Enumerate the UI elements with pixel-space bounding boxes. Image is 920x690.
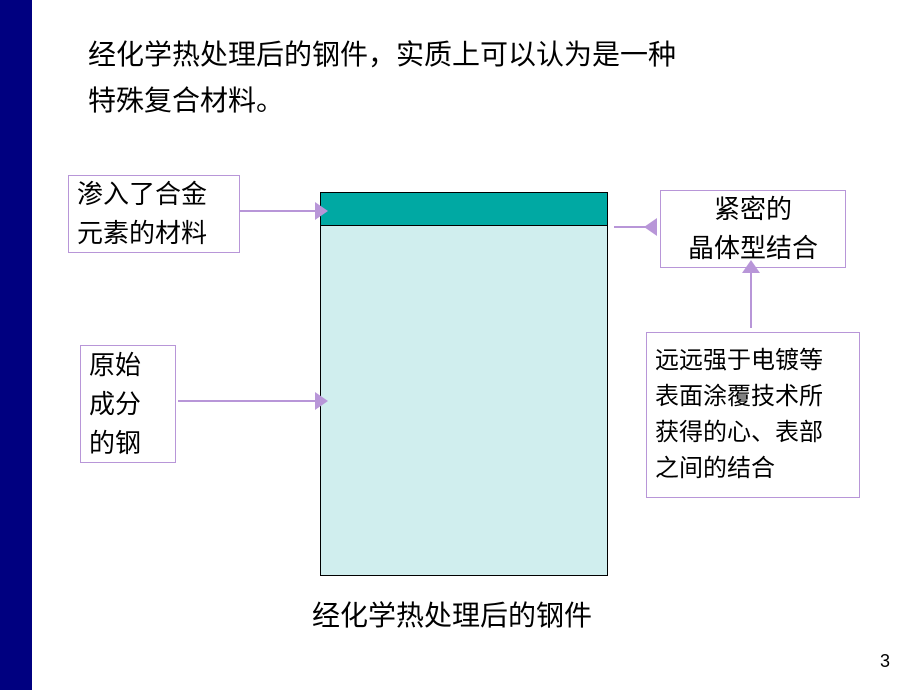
box-compare-line3: 获得的心、表部 xyxy=(655,415,823,451)
box-alloy-line1: 渗入了合金 xyxy=(77,175,207,214)
box-compare-line1: 远远强于电镀等 xyxy=(655,343,823,379)
box-original-line2: 成分 xyxy=(89,385,141,424)
box-crystal-bond: 紧密的 晶体型结合 xyxy=(660,190,846,268)
diagram-caption: 经化学热处理后的钢件 xyxy=(312,594,592,634)
steel-body-layer xyxy=(320,226,608,576)
box-original-line1: 原始 xyxy=(89,346,141,385)
box-alloy-material: 渗入了合金 元素的材料 xyxy=(68,175,240,253)
heading-line1: 经化学热处理后的钢件，实质上可以认为是一种 xyxy=(88,39,676,70)
left-sidebar xyxy=(0,0,32,690)
page-number: 3 xyxy=(880,651,890,672)
steel-top-layer xyxy=(320,192,608,226)
heading-line2: 特殊复合材料。 xyxy=(88,85,284,116)
box-crystal-line1: 紧密的 xyxy=(714,190,792,229)
box-compare-line2: 表面涂覆技术所 xyxy=(655,379,823,415)
slide-heading: 经化学热处理后的钢件，实质上可以认为是一种 特殊复合材料。 xyxy=(88,32,676,124)
box-original-steel: 原始 成分 的钢 xyxy=(80,345,176,463)
box-alloy-line2: 元素的材料 xyxy=(77,214,207,253)
box-comparison: 远远强于电镀等 表面涂覆技术所 获得的心、表部 之间的结合 xyxy=(646,332,860,498)
box-compare-line4: 之间的结合 xyxy=(655,451,775,487)
box-original-line3: 的钢 xyxy=(89,424,141,463)
